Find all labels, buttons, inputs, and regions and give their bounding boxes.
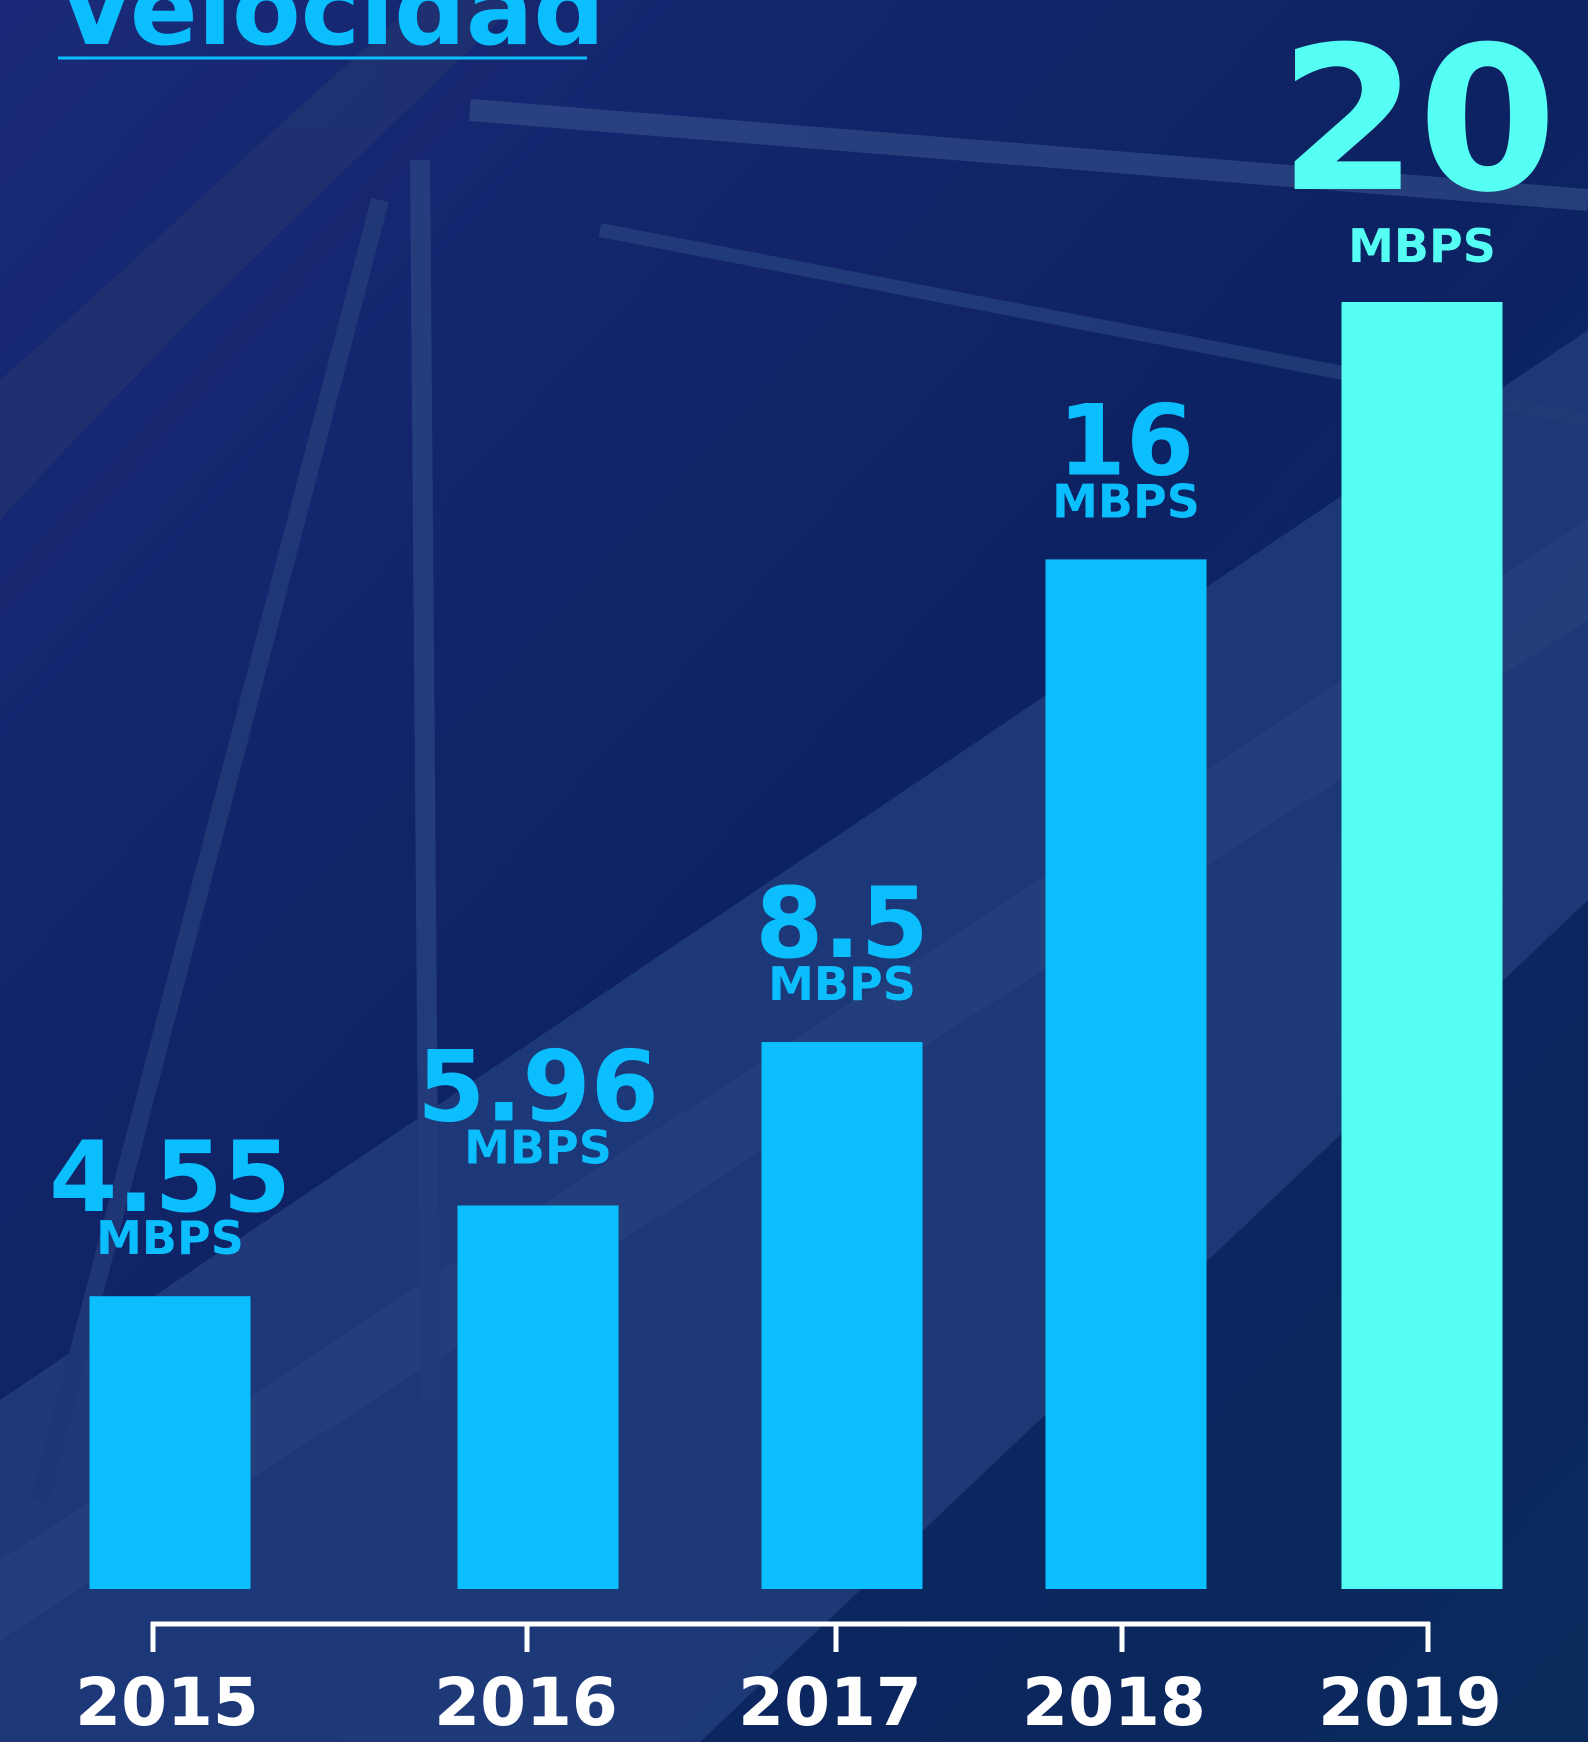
x-tick-label: 2015 — [75, 1664, 259, 1741]
bar — [1341, 302, 1503, 1589]
unit-label: MBPS — [1052, 474, 1200, 528]
unit-label: MBPS — [768, 957, 916, 1011]
bar — [1045, 559, 1207, 1589]
bar — [457, 1205, 619, 1589]
x-tick-label: 2019 — [1318, 1664, 1502, 1741]
bar — [89, 1296, 251, 1589]
x-tick-label: 2016 — [434, 1664, 618, 1741]
unit-label: MBPS — [96, 1211, 244, 1265]
value-label: 5.96 — [417, 1030, 659, 1144]
unit-label: MBPS — [464, 1120, 612, 1174]
value-label: 8.5 — [755, 867, 929, 981]
unit-label: MBPS — [1348, 219, 1496, 273]
x-tick-label: 2018 — [1022, 1664, 1206, 1741]
bar — [761, 1042, 923, 1589]
value-label: 16 — [1058, 384, 1194, 498]
value-label: 4.55 — [49, 1121, 291, 1235]
value-label: 20 — [1279, 4, 1557, 237]
x-tick-label: 2017 — [738, 1664, 922, 1741]
